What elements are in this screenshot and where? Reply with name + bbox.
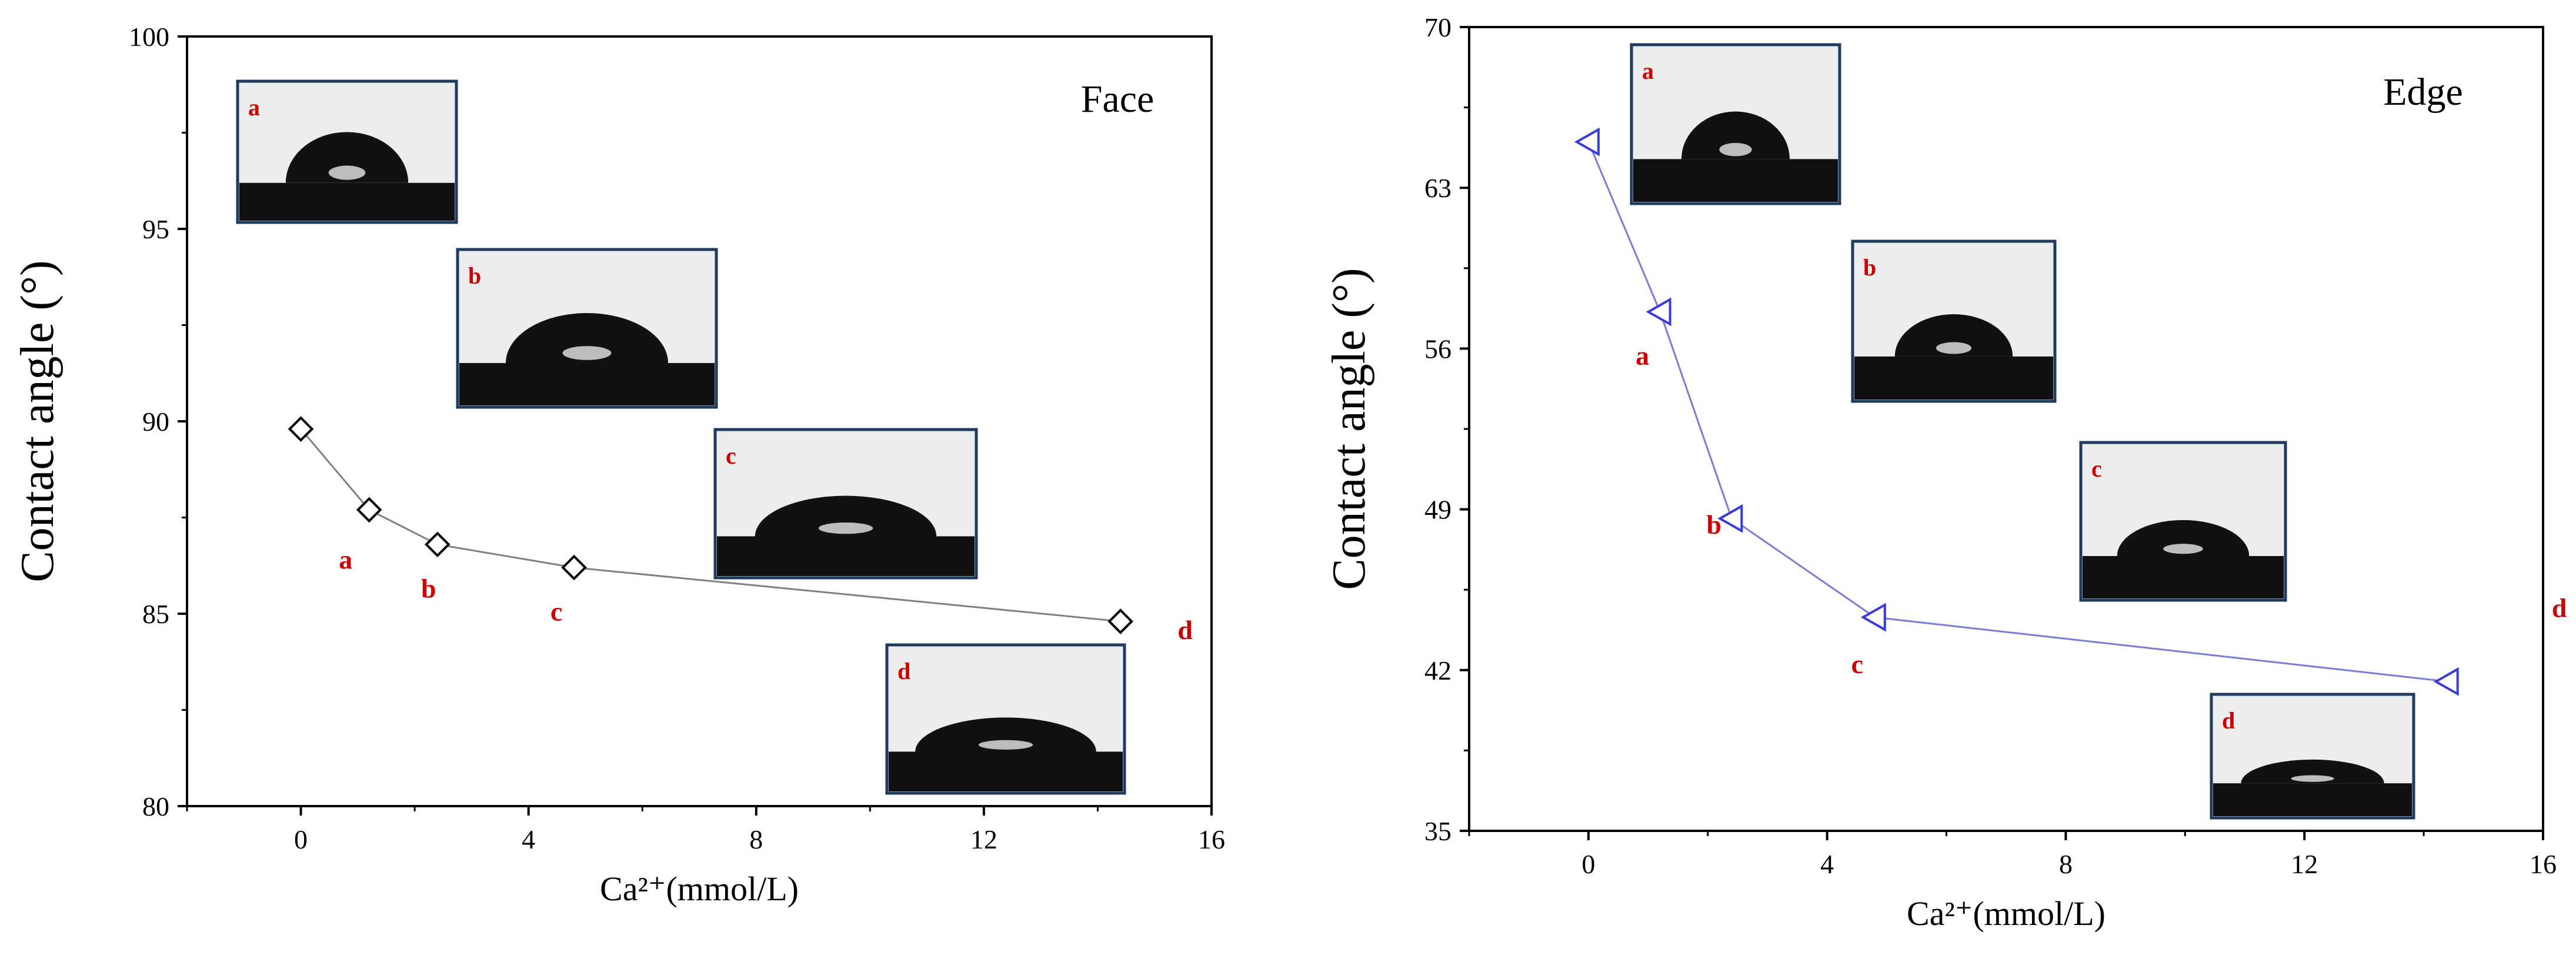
droplet-inset-d: d [885,643,1126,795]
inset-label-b: b [1863,254,1876,281]
x-tick-label: 12 [970,824,997,854]
x-tick-label: 8 [749,824,763,854]
point-label-c: c [550,597,562,627]
y-tick-label: 70 [1424,12,1451,42]
point-label-d: d [2552,593,2567,623]
droplet-inset-c: c [713,428,978,580]
edge-panel: a b c d 0 4 8 12 16 35 42 49 56 63 70 Ca²⁺(mmol/L) Conta… [1323,12,2567,933]
x-tick-label: 4 [1820,849,1834,879]
droplet-inset-a: a [236,79,458,224]
inset-substrate [1633,159,1838,202]
inset-droplet [2117,520,2250,556]
inset-substrate [2083,555,2284,598]
data-point-1 [356,497,382,523]
inset-substrate [459,362,715,405]
inset-label-c: c [726,442,736,469]
y-tick-label: 95 [142,214,169,244]
inset-droplet-highlight [562,346,612,360]
data-point-4 [2433,667,2459,696]
x-tick-label: 0 [1581,849,1595,879]
panel-title: Face [1081,78,1154,121]
face-panel: a b c d 0 4 8 12 16 80 85 90 95 100 Ca²⁺(mmol/L) Contac… [12,22,1225,908]
inset-droplet-highlight [2163,544,2203,554]
inset-substrate [239,182,455,221]
y-tick-label: 63 [1424,173,1451,203]
y-axis-title: Contact angle (°) [12,260,64,582]
inset-label-a: a [248,94,260,121]
inset-droplet [915,717,1096,752]
droplet-inset-c: c [2079,441,2287,602]
series-line [1587,141,2448,683]
inset-droplet-highlight [978,740,1033,750]
x-tick-label: 0 [294,824,308,854]
point-label-b: b [421,573,436,603]
data-point-4 [1107,608,1133,634]
inset-substrate [1854,356,2053,400]
x-axis-title: Ca²⁺(mmol/L) [1907,894,2105,933]
point-label-d: d [1177,615,1193,645]
data-point-2 [1717,504,1743,533]
y-axis-title: Contact angle (°) [1323,268,1375,590]
inset-droplet [2241,759,2384,784]
y-tick-label: 85 [142,599,169,629]
y-tick-label: 49 [1424,495,1451,525]
data-point-0 [288,416,314,442]
y-tick-label: 100 [129,22,169,52]
inset-droplet [506,313,668,363]
inset-droplet-highlight [2291,775,2334,782]
data-point-2 [424,531,451,558]
inset-droplet [1894,314,2013,357]
droplet-inset-b: b [456,248,718,409]
x-tick-label: 16 [2530,849,2557,879]
inset-droplet-highlight [818,522,873,534]
inset-droplet [285,132,409,183]
inset-droplet-highlight [328,165,366,180]
point-label-a: a [1636,341,1649,371]
panel-title: Edge [2383,71,2463,114]
x-axis-title: Ca²⁺(mmol/L) [600,870,799,908]
inset-label-d: d [2222,707,2235,734]
inset-droplet-highlight [1936,342,1972,354]
y-tick-label: 42 [1424,655,1451,686]
inset-substrate [2213,783,2412,816]
x-tick-label: 12 [2291,849,2318,879]
inset-droplet-highlight [1719,142,1752,157]
inset-substrate [717,536,975,576]
y-tick-label: 90 [142,407,169,437]
y-tick-label: 35 [1424,816,1451,846]
droplet-inset-b: b [1851,239,2057,403]
inset-label-b: b [468,262,481,289]
y-tick-label: 56 [1424,334,1451,364]
inset-droplet [755,495,937,537]
x-tick-label: 8 [2059,849,2073,879]
inset-label-a: a [1642,58,1654,84]
inset-substrate [889,751,1123,791]
x-tick-label: 16 [1198,824,1225,854]
data-point-0 [1574,127,1600,157]
point-label-b: b [1707,510,1722,540]
data-point-1 [1646,297,1671,327]
data-point-3 [1860,603,1886,632]
x-tick-label: 4 [522,824,535,854]
point-label-a: a [339,544,352,574]
y-tick-label: 80 [142,791,169,821]
droplet-inset-d: d [2210,693,2415,820]
inset-label-d: d [897,658,910,684]
point-label-c: c [1851,649,1863,679]
inset-label-c: c [2091,455,2102,482]
inset-droplet [1681,111,1790,159]
droplet-inset-a: a [1630,43,1841,205]
data-point-3 [561,554,587,581]
